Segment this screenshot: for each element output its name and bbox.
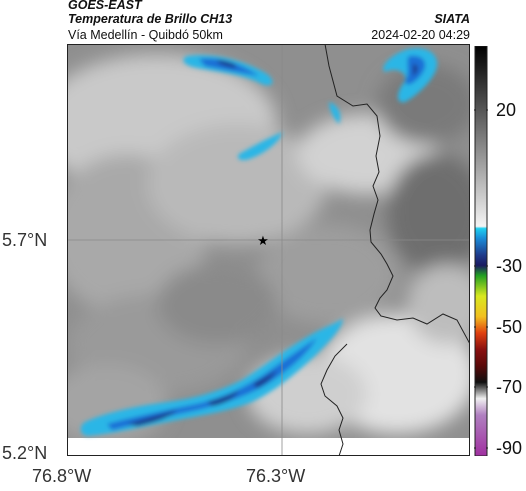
satellite-name: GOES-EAST <box>68 0 142 12</box>
lon-tick-76.3: 76.3°W <box>246 466 306 486</box>
colorbar-label-minus90: -90 <box>496 438 523 458</box>
product-title: Temperatura de Brillo CH13 <box>68 12 233 26</box>
map-frame <box>67 44 470 456</box>
lat-tick-5.7: 5.7°N <box>2 230 48 250</box>
cold-cloud-top-west <box>183 55 273 86</box>
colorbar <box>474 46 488 456</box>
colorbar-label-minus70: -70 <box>496 377 523 397</box>
satellite-map: ★ <box>67 44 470 456</box>
cold-cloud-small <box>237 102 341 161</box>
cold-cloud-south-band <box>80 318 344 436</box>
timestamp: 2024-02-20 04:29 <box>371 28 470 42</box>
department-border <box>324 44 470 345</box>
region-subtitle: Vía Medellín - Quibdó 50km <box>68 28 223 42</box>
colorbar-label-20: 20 <box>496 100 517 120</box>
colorbar-label-minus50: -50 <box>496 317 523 337</box>
brand-label: SIATA <box>434 12 470 26</box>
colorbar-label-minus30: -30 <box>496 256 523 276</box>
lat-tick-5.2: 5.2°N <box>2 443 48 463</box>
cold-cloud-top-east <box>383 48 438 103</box>
star-icon: ★ <box>257 233 269 248</box>
coastline <box>320 343 348 456</box>
lon-tick-76.8: 76.8°W <box>32 466 92 486</box>
